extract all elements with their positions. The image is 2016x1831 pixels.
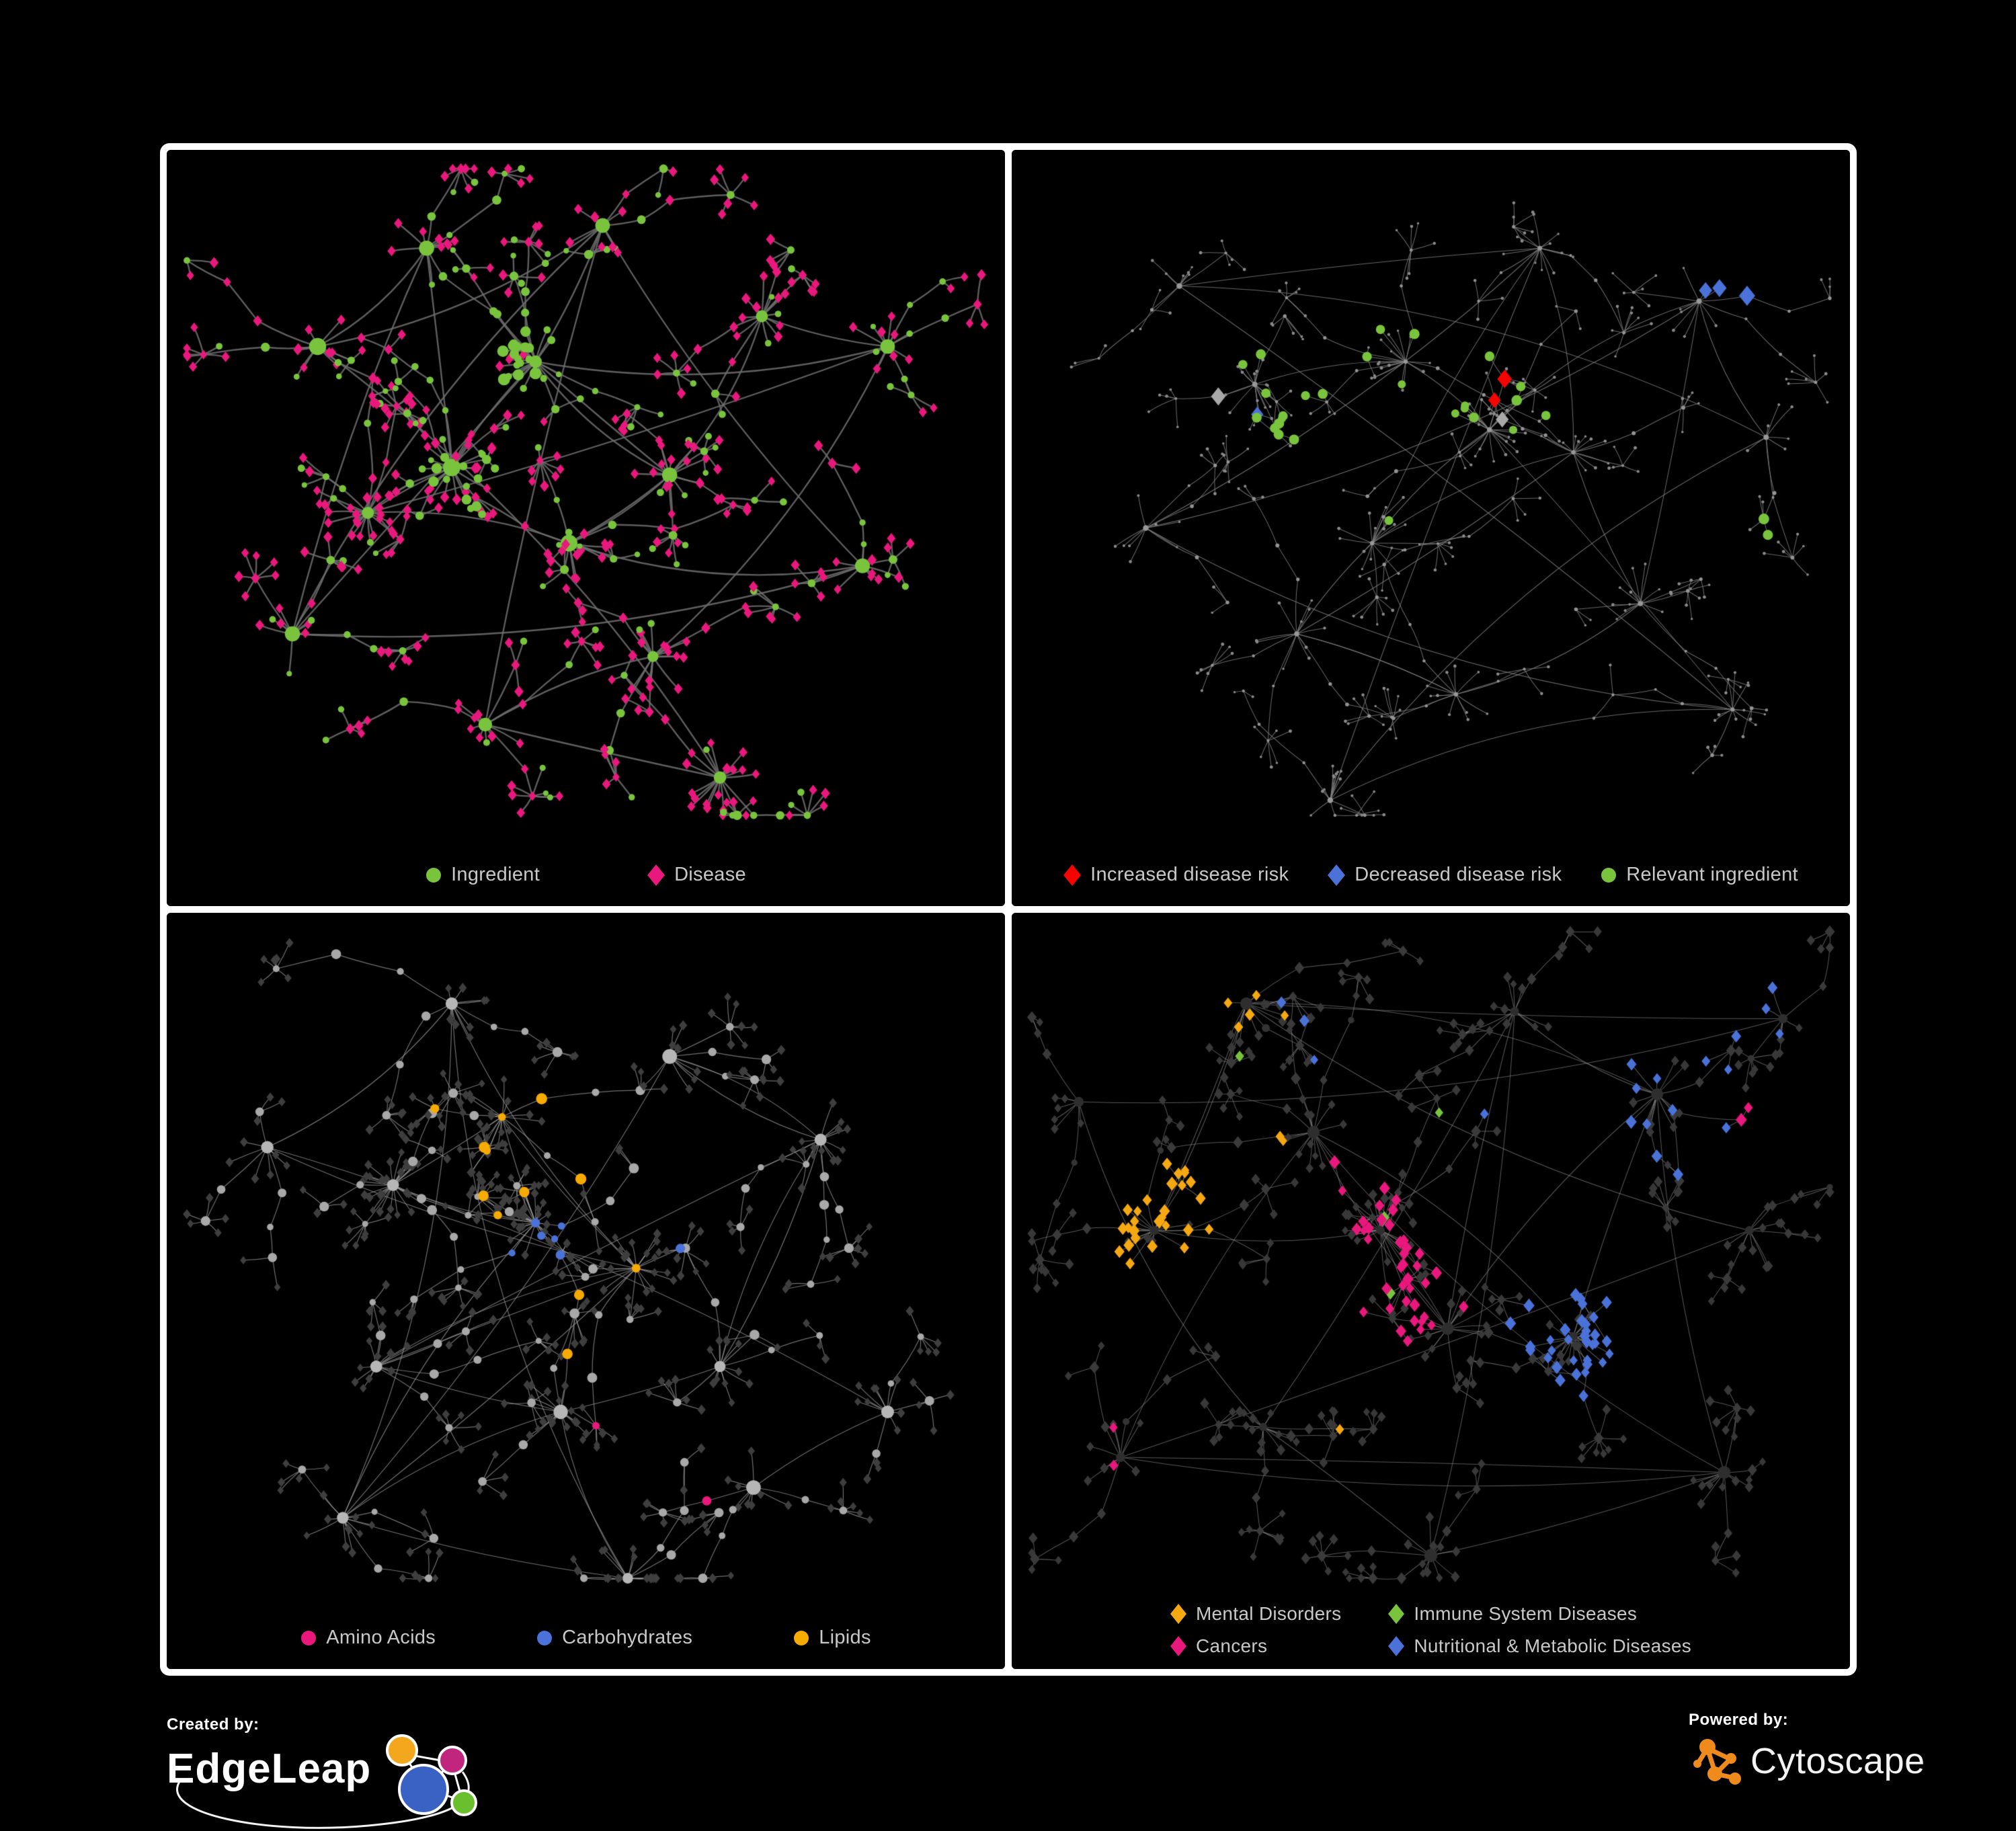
legend-nutrient-classes: Amino Acids Carbohydrates Lipids (167, 1627, 1005, 1649)
legend-label: Carbohydrates (562, 1627, 693, 1648)
network-canvas-ingredient-disease (167, 150, 1005, 906)
legend-label: Mental Disorders (1195, 1603, 1342, 1624)
panel-disease-classes: Mental Disorders Immune System Diseases … (1012, 913, 1850, 1669)
powered-by-credit: Powered by: Cytoscape (1689, 1711, 1971, 1798)
nutritional-metabolic-diseases-diamond-icon (1388, 1636, 1405, 1656)
legend-item-cancers: Cancers (1170, 1635, 1341, 1657)
legend-item-increased-risk: Increased disease risk (1063, 864, 1289, 886)
legend-label: Increased disease risk (1090, 864, 1289, 885)
edgeleap-wordmark: EdgeLeap (167, 1746, 372, 1792)
network-canvas-nutrient-classes (167, 913, 1005, 1669)
network-canvas-disease-risk (1012, 150, 1850, 906)
legend-label: Ingredient (451, 864, 540, 885)
legend-label: Disease (674, 864, 746, 885)
legend-item-immune-system-diseases: Immune System Diseases (1388, 1603, 1691, 1625)
cytoscape-network-icon (1693, 1739, 1741, 1785)
legend-label: Nutritional & Metabolic Diseases (1414, 1635, 1692, 1656)
legend-label: Amino Acids (326, 1627, 436, 1648)
legend-item-carbohydrates: Carbohydrates (536, 1627, 692, 1649)
cytoscape-wordmark: Cytoscape (1750, 1741, 1925, 1781)
powered-by-label: Powered by: (1689, 1711, 1789, 1729)
network-canvas-disease-classes (1012, 913, 1850, 1669)
legend-label: Cancers (1195, 1635, 1268, 1656)
legend-item-ingredient: Ingredient (426, 864, 540, 886)
figure-grid: Ingredient Disease Increased disease ris… (160, 143, 1857, 1676)
relevant-ingredient-circle-icon (1601, 867, 1617, 883)
increased-risk-diamond-icon (1063, 864, 1082, 886)
panel-ingredient-disease: Ingredient Disease (167, 150, 1005, 906)
legend-item-amino-acids: Amino Acids (300, 1627, 436, 1649)
legend-item-disease: Disease (647, 864, 746, 886)
legend-disease-risk: Increased disease risk Decreased disease… (1012, 864, 1850, 886)
decreased-risk-diamond-icon (1328, 864, 1346, 886)
legend-label: Lipids (819, 1627, 871, 1648)
legend-item-nutritional-metabolic-diseases: Nutritional & Metabolic Diseases (1388, 1635, 1691, 1657)
legend-item-lipids: Lipids (793, 1627, 871, 1649)
carbohydrates-circle-icon (537, 1630, 553, 1645)
edgeleap-logo: EdgeLeap (167, 1734, 597, 1829)
ingredient-circle-icon (426, 867, 442, 883)
created-by-label: Created by: (167, 1715, 259, 1734)
legend-item-decreased-risk: Decreased disease risk (1328, 864, 1562, 886)
lipids-circle-icon (794, 1630, 809, 1645)
cytoscape-logo: Cytoscape (1689, 1732, 1971, 1790)
panel-nutrient-classes: Amino Acids Carbohydrates Lipids (167, 913, 1005, 1669)
cancers-diamond-icon (1170, 1636, 1186, 1656)
legend-label: Relevant ingredient (1626, 864, 1798, 885)
created-by-credit: Created by: EdgeLeap (167, 1715, 597, 1829)
amino-acids-circle-icon (301, 1630, 317, 1645)
legend-item-relevant-ingredient: Relevant ingredient (1601, 864, 1798, 886)
disease-diamond-icon (647, 864, 666, 886)
legend-ingredient-disease: Ingredient Disease (167, 864, 1005, 886)
edgeleap-network-icon (176, 1734, 477, 1829)
panel-disease-risk: Increased disease risk Decreased disease… (1012, 150, 1850, 906)
legend-item-mental-disorders: Mental Disorders (1170, 1603, 1341, 1625)
legend-label: Immune System Diseases (1414, 1603, 1638, 1624)
legend-disease-classes: Mental Disorders Immune System Diseases … (1012, 1603, 1850, 1657)
mental-disorders-diamond-icon (1170, 1604, 1186, 1624)
legend-label: Decreased disease risk (1355, 864, 1562, 885)
immune-system-diseases-diamond-icon (1388, 1604, 1405, 1624)
